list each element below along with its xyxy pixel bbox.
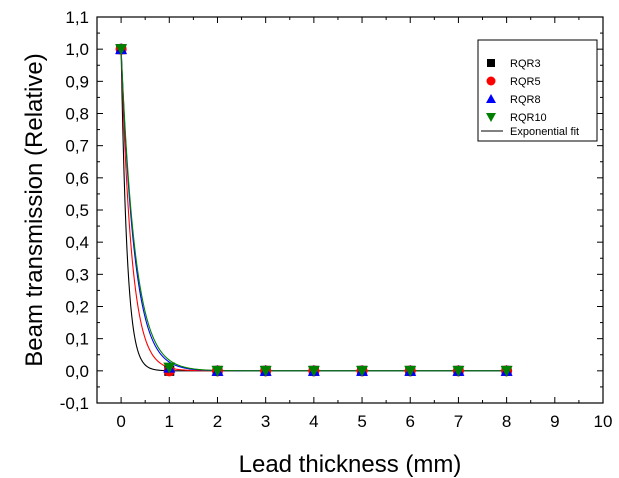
x-axis-title: Lead thickness (mm) <box>239 451 462 478</box>
data-point-rqr10 <box>307 365 320 377</box>
legend-label-rqr3: RQR3 <box>510 58 541 70</box>
legend-marker-rqr5 <box>486 76 496 86</box>
y-tick-label: 0,8 <box>65 105 89 124</box>
y-tick-label: 0,4 <box>65 233 89 252</box>
y-tick-label: 0,1 <box>65 330 89 349</box>
x-tick-label: 1 <box>165 412 174 431</box>
data-point-rqr10 <box>259 365 272 377</box>
y-tick-label: 0,2 <box>65 298 89 317</box>
x-tick-labels: 0 1 2 3 4 5 6 7 8 9 10 <box>116 412 612 431</box>
legend-marker-rqr8 <box>486 94 496 103</box>
x-tick-label: 7 <box>454 412 463 431</box>
y-tick-label: 0,9 <box>65 72 89 91</box>
y-axis-title: Beam transmission (Relative) <box>21 53 48 366</box>
y-tick-labels: -0,1 0,0 0,1 0,2 0,3 0,4 0,5 0,6 0,7 0,8 0,9 1,0 1,1 <box>60 8 89 413</box>
y-tick-label: 0,5 <box>65 201 89 220</box>
legend-label-rqr8: RQR8 <box>510 94 541 106</box>
x-tick-label: 3 <box>261 412 270 431</box>
x-tick-label: 2 <box>213 412 222 431</box>
legend-items: RQR3 RQR5 RQR8 RQR10 Exponential fit <box>481 58 579 138</box>
x-tick-label: 0 <box>116 412 125 431</box>
axis-ticks <box>96 16 604 404</box>
y-tick-label: 0,6 <box>65 169 89 188</box>
data-markers <box>115 43 513 377</box>
x-tick-label: 4 <box>309 412 318 431</box>
x-tick-label: 6 <box>406 412 415 431</box>
y-tick-label: 0,0 <box>65 362 89 381</box>
data-point-rqr10 <box>163 362 176 374</box>
data-point-rqr10 <box>500 365 513 377</box>
legend-label-rqr5: RQR5 <box>510 76 541 88</box>
x-tick-label: 5 <box>357 412 366 431</box>
y-tick-label: 1,1 <box>65 8 89 27</box>
y-tick-label: -0,1 <box>60 394 89 413</box>
legend-marker-rqr3 <box>487 59 495 67</box>
legend-box <box>477 39 598 142</box>
legend: RQR3 RQR5 RQR8 RQR10 Exponential fit <box>477 39 598 142</box>
y-tick-label: 0,3 <box>65 265 89 284</box>
data-point-rqr10 <box>356 365 369 377</box>
x-tick-label: 9 <box>550 412 559 431</box>
legend-label-exponential-fit: Exponential fit <box>510 126 579 138</box>
y-tick-label: 1,0 <box>65 40 89 59</box>
legend-marker-rqr10 <box>486 113 496 122</box>
x-tick-label: 8 <box>502 412 511 431</box>
x-tick-label: 10 <box>594 412 613 431</box>
legend-label-rqr10: RQR10 <box>510 112 547 124</box>
data-point-rqr10 <box>211 365 224 377</box>
data-point-rqr10 <box>404 365 417 377</box>
data-point-rqr10 <box>452 365 465 377</box>
y-tick-label: 0,7 <box>65 137 89 156</box>
data-point-rqr10 <box>115 44 128 56</box>
